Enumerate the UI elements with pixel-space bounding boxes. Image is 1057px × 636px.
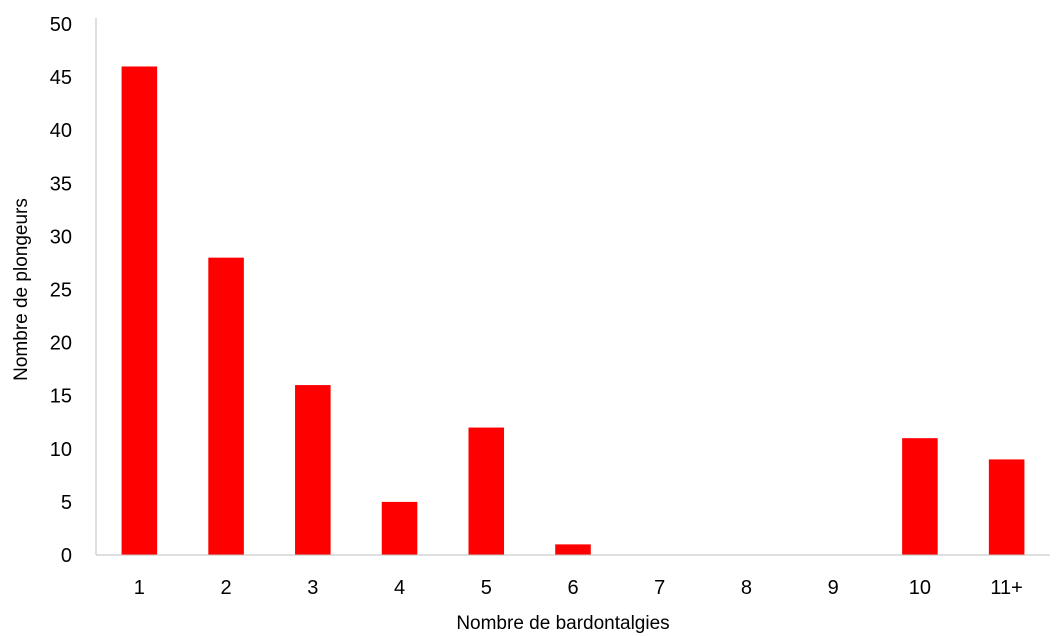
y-axis-title: Nombre de plongeurs — [11, 198, 32, 381]
bar-4 — [381, 501, 418, 555]
y-tick-label: 20 — [50, 333, 72, 355]
x-tick-label: 3 — [307, 577, 318, 599]
x-tick-labels: 1 2 3 4 5 6 7 8 9 10 11+ — [134, 577, 1023, 599]
x-tick-label: 2 — [221, 577, 232, 599]
y-tick-label: 40 — [50, 120, 72, 142]
y-tick-label: 45 — [50, 67, 72, 89]
x-tick-label: 1 — [134, 577, 145, 599]
bar-6 — [555, 544, 591, 555]
x-axis-title: Nombre de bardontalgies — [456, 613, 669, 634]
bar-2 — [208, 257, 244, 555]
y-tick-label: 30 — [50, 226, 72, 248]
y-tick-label: 5 — [61, 492, 72, 514]
bar-3 — [295, 385, 331, 555]
x-tick-label: 6 — [567, 577, 578, 599]
bar-1 — [121, 66, 158, 555]
x-tick-label: 5 — [481, 577, 492, 599]
y-tick-label: 50 — [50, 14, 72, 36]
x-tick-label: 11+ — [990, 577, 1022, 599]
y-tick-label: 15 — [50, 386, 72, 408]
y-tick-label: 35 — [50, 173, 72, 195]
y-tick-label: 25 — [50, 280, 72, 302]
y-tick-label: 0 — [61, 545, 72, 567]
x-tick-label: 8 — [741, 577, 752, 599]
bars — [121, 66, 1025, 555]
x-tick-label: 7 — [654, 577, 665, 599]
bar-10 — [902, 438, 938, 555]
y-tick-label: 10 — [50, 439, 72, 461]
y-tick-labels: 0 5 10 15 20 25 30 35 40 45 50 — [50, 14, 72, 567]
x-tick-label: 10 — [909, 577, 931, 599]
x-tick-label: 9 — [828, 577, 839, 599]
bar-11+ — [988, 459, 1025, 555]
bar-5 — [468, 427, 505, 555]
x-tick-label: 4 — [394, 577, 405, 599]
